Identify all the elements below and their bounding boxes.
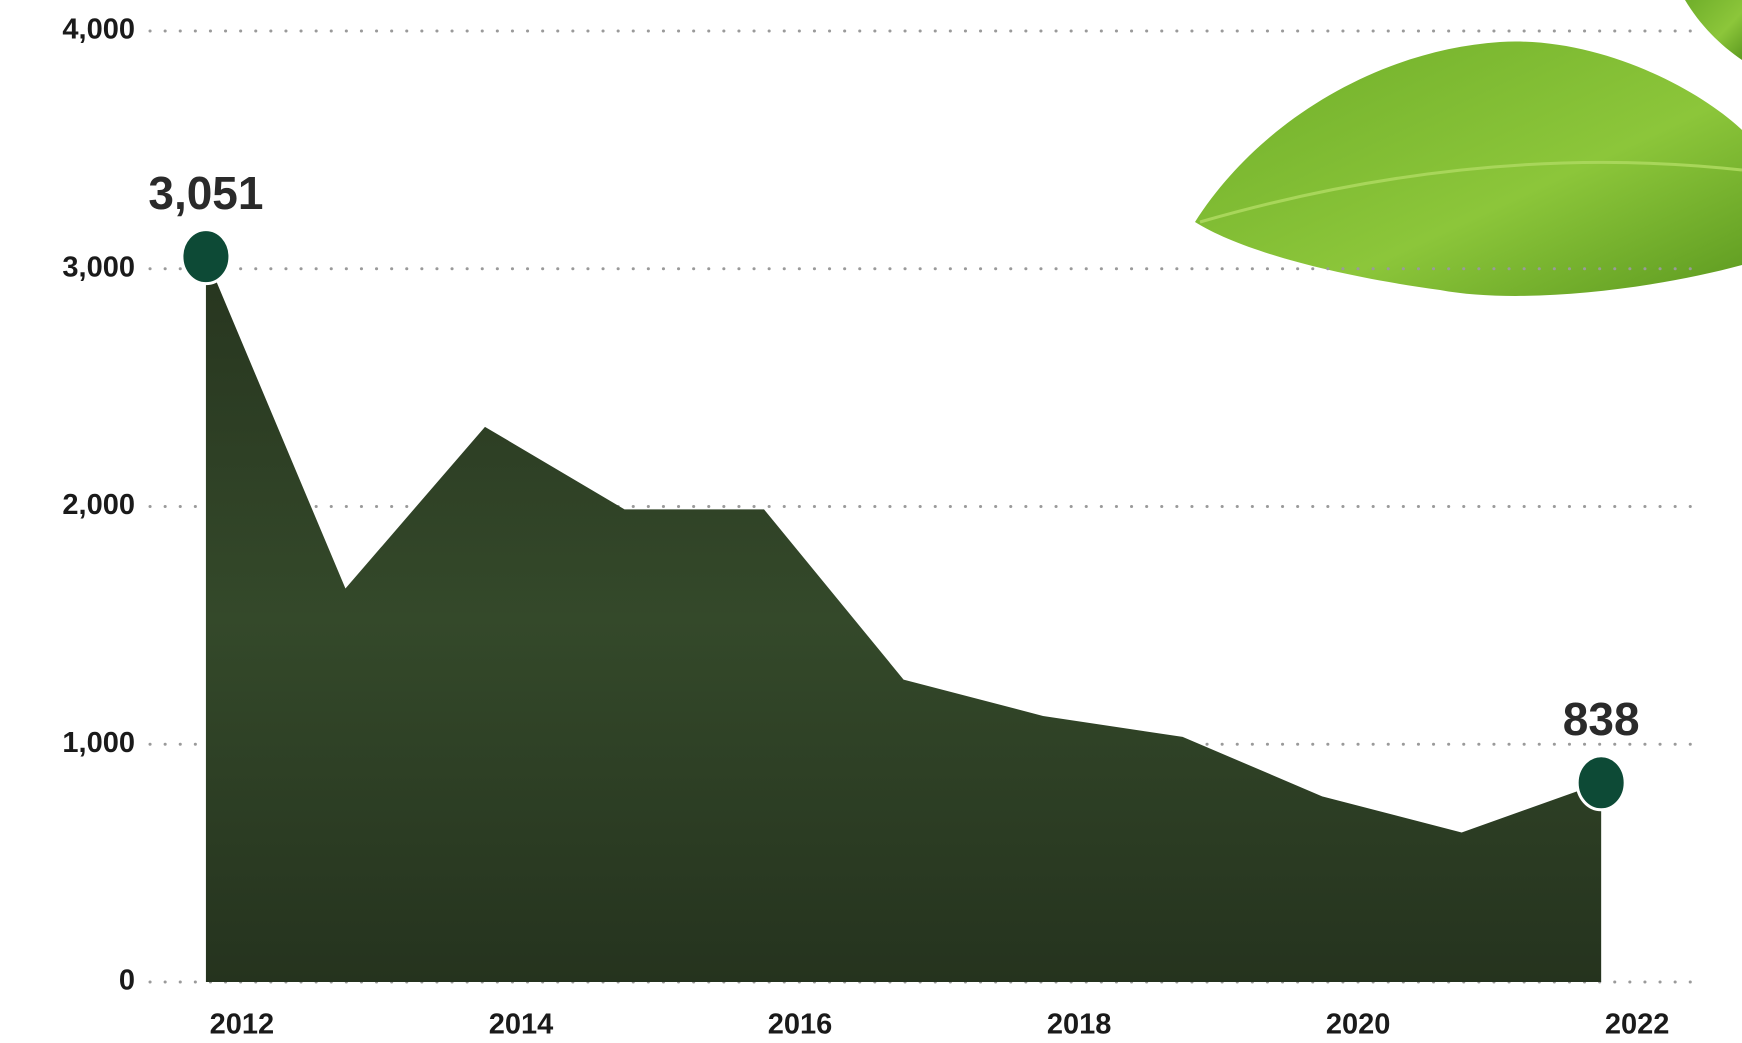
y-tick-label: 4,000 [62, 14, 135, 46]
point-marker [180, 228, 232, 286]
y-tick-label: 2,000 [62, 489, 135, 521]
area [205, 256, 1602, 982]
point-marker [1575, 754, 1627, 812]
x-tick-label: 2016 [768, 1009, 833, 1041]
y-tick-label: 1,000 [62, 727, 135, 759]
y-tick-label: 3,000 [62, 251, 135, 283]
x-tick-label: 2014 [489, 1009, 554, 1041]
x-tick-label: 2020 [1326, 1009, 1391, 1041]
x-tick-label: 2022 [1605, 1009, 1670, 1041]
value-label: 838 [1563, 693, 1640, 745]
value-label: 3,051 [148, 167, 263, 219]
x-tick-label: 2012 [210, 1009, 275, 1041]
x-tick-label: 2018 [1047, 1009, 1112, 1041]
y-tick-label: 0 [119, 965, 135, 997]
leaf-decoration [1195, 0, 1742, 296]
